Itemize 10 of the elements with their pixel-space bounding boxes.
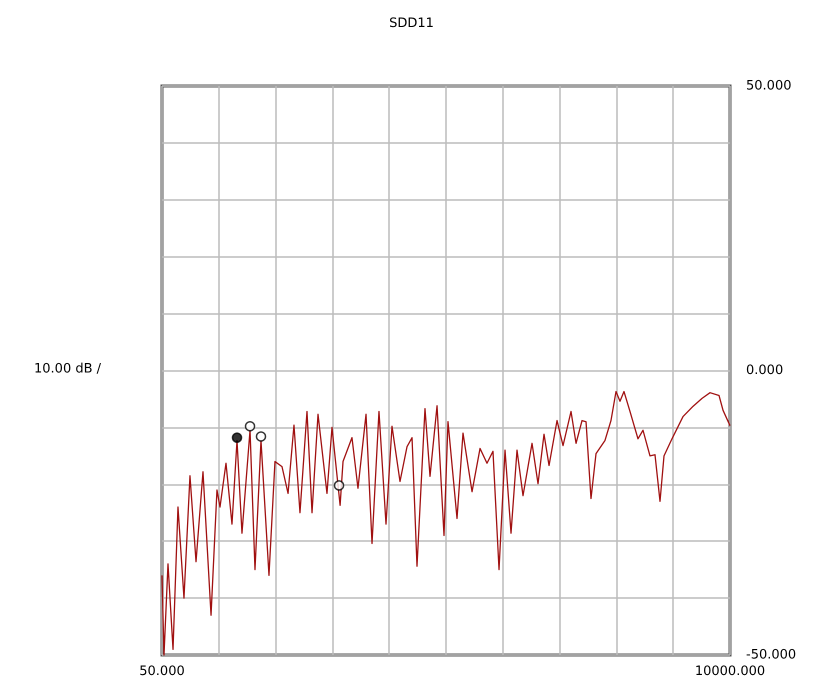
point <box>334 480 344 491</box>
x-tick-label: 10000.000 <box>694 664 766 679</box>
chart-title: SDD11 <box>389 16 434 31</box>
y-axis-title: 10.00 dB / <box>34 362 102 376</box>
y-tick-label: -50.000 <box>746 648 796 662</box>
point <box>256 431 266 442</box>
point <box>244 421 256 432</box>
y-tick-label: 50.000 <box>746 78 792 94</box>
y-tick-label: 0.000 <box>746 363 784 378</box>
point <box>232 432 242 443</box>
